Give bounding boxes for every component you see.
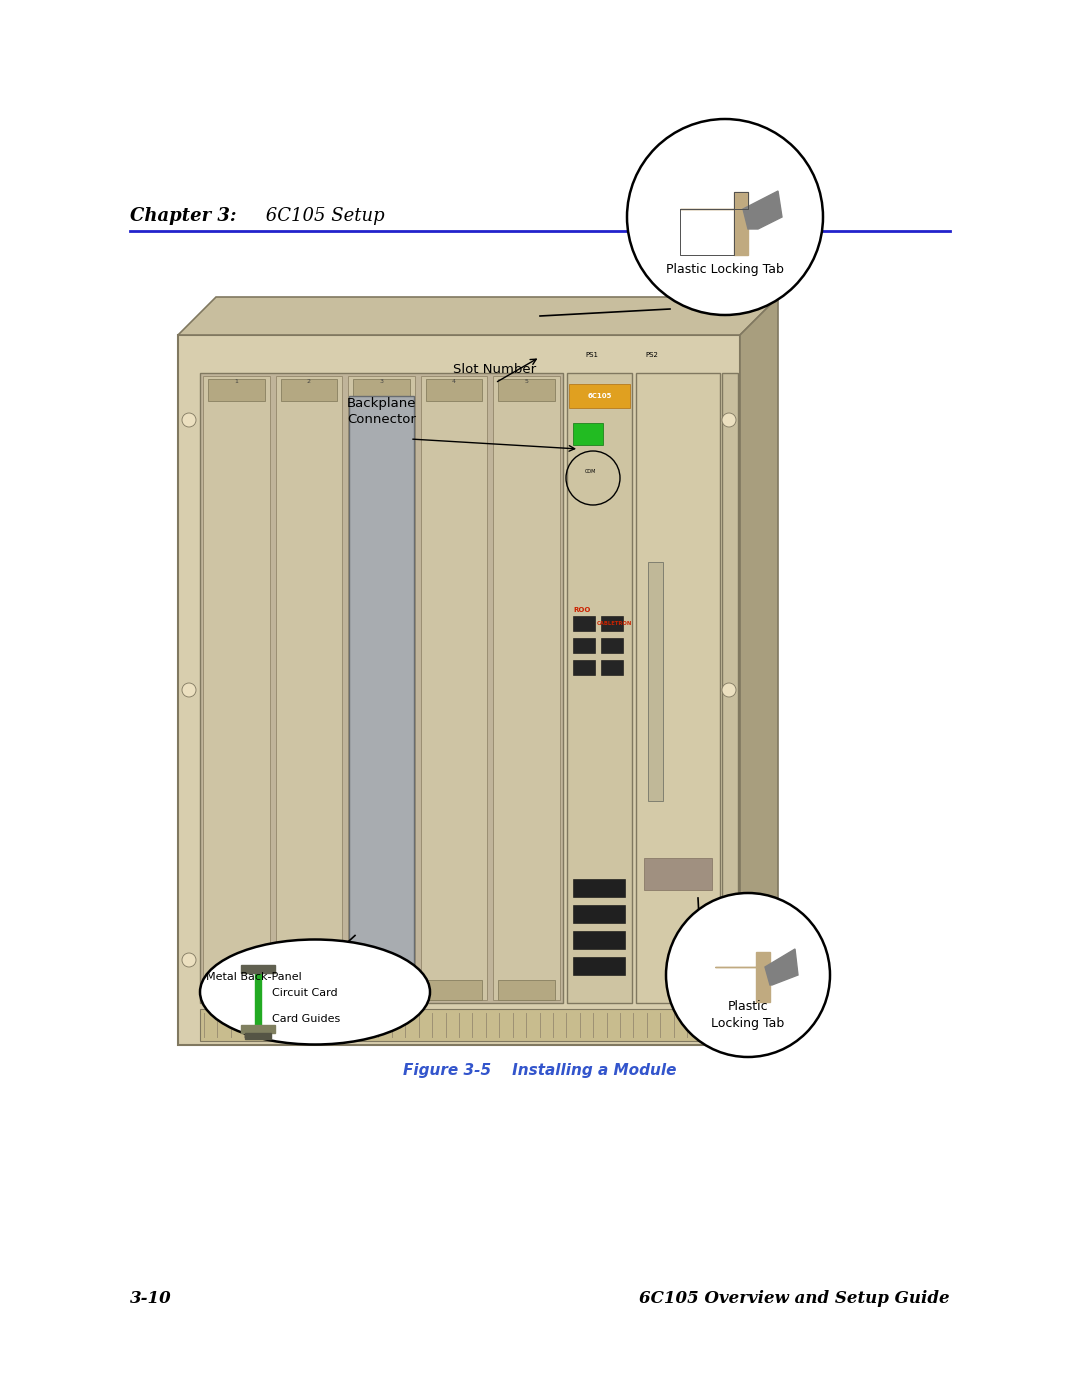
Bar: [567, 373, 632, 1003]
Bar: [573, 423, 603, 446]
Circle shape: [723, 683, 735, 697]
Bar: [208, 379, 265, 401]
Bar: [200, 1009, 718, 1041]
Polygon shape: [245, 1032, 271, 1039]
Circle shape: [183, 414, 195, 427]
Text: 6C105: 6C105: [588, 393, 611, 400]
Bar: [723, 373, 738, 1003]
Bar: [353, 981, 409, 1000]
Circle shape: [183, 683, 195, 697]
Text: Plastic
Locking Tab: Plastic Locking Tab: [712, 1000, 785, 1030]
Text: 4: 4: [453, 379, 456, 384]
Text: SYSTEMS: SYSTEMS: [573, 398, 599, 404]
Bar: [724, 908, 735, 963]
Text: 2361-02: 2361-02: [761, 1024, 808, 1034]
Bar: [353, 379, 409, 401]
Bar: [573, 638, 595, 654]
Bar: [573, 905, 625, 923]
Bar: [573, 930, 625, 949]
Bar: [636, 373, 720, 1003]
Bar: [600, 638, 623, 654]
Polygon shape: [178, 298, 778, 335]
Polygon shape: [740, 298, 778, 1045]
Polygon shape: [680, 191, 748, 210]
Text: ROO: ROO: [573, 608, 591, 613]
Bar: [349, 395, 414, 978]
Polygon shape: [241, 1025, 275, 1032]
Text: Plastic Locking Tab: Plastic Locking Tab: [666, 263, 784, 275]
Text: PS2: PS2: [645, 352, 658, 358]
Bar: [498, 379, 555, 401]
Text: Metal Back-Panel: Metal Back-Panel: [206, 972, 301, 982]
Text: 5: 5: [525, 379, 528, 384]
Bar: [573, 616, 595, 631]
Bar: [178, 335, 740, 1045]
Bar: [644, 858, 712, 890]
Text: Backplane
Connector: Backplane Connector: [348, 397, 417, 426]
Circle shape: [666, 893, 831, 1058]
Text: 6C105 Setup: 6C105 Setup: [260, 207, 384, 225]
Circle shape: [723, 414, 735, 427]
Bar: [494, 376, 561, 1000]
Bar: [569, 384, 630, 408]
Bar: [600, 661, 623, 675]
Bar: [200, 373, 563, 1003]
Bar: [573, 957, 625, 975]
Bar: [426, 981, 483, 1000]
Text: Figure 3-5    Installing a Module: Figure 3-5 Installing a Module: [403, 1063, 677, 1078]
Text: Card Guides: Card Guides: [272, 1014, 340, 1024]
Text: COM: COM: [585, 468, 596, 474]
Text: Chapter 3:: Chapter 3:: [130, 207, 237, 225]
Bar: [498, 981, 555, 1000]
Text: CABLETRON: CABLETRON: [597, 622, 633, 626]
Bar: [426, 379, 483, 401]
Bar: [573, 661, 595, 675]
Text: 3: 3: [379, 379, 383, 384]
Bar: [275, 376, 342, 1000]
Text: 6C105 Overview and Setup Guide: 6C105 Overview and Setup Guide: [639, 1289, 950, 1308]
Bar: [421, 376, 487, 1000]
Bar: [348, 376, 415, 1000]
Bar: [203, 376, 270, 1000]
Polygon shape: [255, 972, 261, 1025]
Polygon shape: [743, 191, 782, 229]
Text: 3-10: 3-10: [130, 1289, 172, 1308]
Circle shape: [723, 953, 735, 967]
Polygon shape: [734, 210, 748, 256]
Text: 2: 2: [307, 379, 311, 384]
Polygon shape: [756, 967, 770, 1002]
Ellipse shape: [200, 940, 430, 1045]
Text: 1: 1: [234, 379, 239, 384]
Polygon shape: [715, 951, 770, 967]
Polygon shape: [765, 949, 798, 985]
Bar: [573, 879, 625, 897]
Text: Circuit Card: Circuit Card: [272, 988, 338, 997]
Bar: [281, 379, 337, 401]
Text: CABLETRON: CABLETRON: [573, 387, 611, 391]
Bar: [648, 562, 663, 802]
Circle shape: [183, 953, 195, 967]
Text: PS1: PS1: [585, 352, 598, 358]
Bar: [281, 981, 337, 1000]
Bar: [208, 981, 265, 1000]
Circle shape: [627, 119, 823, 314]
Bar: [600, 616, 623, 631]
Polygon shape: [241, 965, 275, 972]
Text: Slot Number: Slot Number: [454, 362, 537, 376]
